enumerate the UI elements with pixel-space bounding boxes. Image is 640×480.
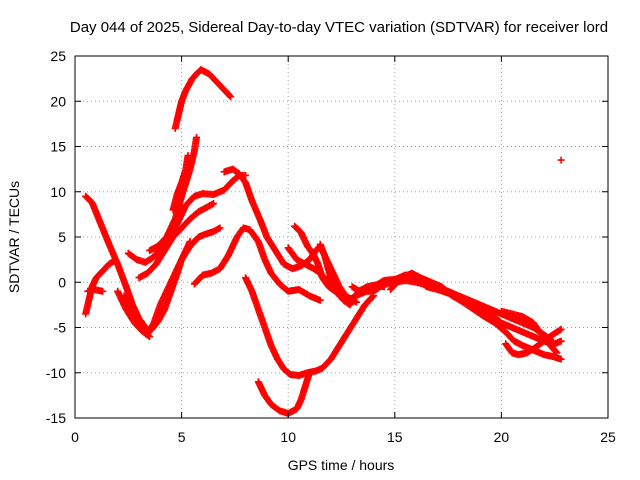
y-tick-label: 20: [50, 93, 66, 109]
data-point: [193, 133, 201, 141]
y-tick-label: 0: [58, 274, 66, 290]
series-1: [82, 192, 224, 334]
data-point: [368, 293, 376, 301]
series-8: [169, 152, 192, 214]
data-point: [186, 238, 194, 246]
data-point: [99, 287, 107, 295]
data-point: [109, 257, 117, 265]
x-tick-label: 25: [600, 429, 616, 445]
series-14: [254, 369, 314, 417]
x-tick-label: 15: [387, 429, 403, 445]
data-point: [552, 348, 560, 356]
data-point: [210, 200, 218, 208]
chart-title: Day 044 of 2025, Sidereal Day-to-day VTE…: [70, 19, 608, 36]
data-point: [347, 295, 355, 303]
data-point: [216, 224, 224, 232]
data-point: [146, 333, 154, 341]
y-tick-label: 10: [50, 184, 66, 200]
data-point: [553, 349, 561, 357]
series-11: [190, 224, 324, 304]
y-axis-label: SDTVAR / TECUs: [6, 181, 22, 293]
x-axis-label: GPS time / hours: [288, 457, 395, 473]
series-3: [84, 285, 107, 295]
series-10: [135, 200, 218, 282]
data-point: [348, 296, 356, 304]
series-22: [502, 325, 565, 359]
series-23: [557, 156, 565, 164]
data-point: [557, 325, 565, 333]
x-tick-label: 0: [71, 429, 79, 445]
y-tick-label: 15: [50, 139, 66, 155]
plot-frame: [74, 55, 609, 419]
y-tick-label: -15: [46, 410, 66, 426]
data-point: [557, 355, 565, 363]
y-tick-label: 25: [50, 48, 66, 64]
data-point: [227, 93, 235, 101]
y-tick-label: -5: [54, 320, 67, 336]
x-tick-label: 10: [280, 429, 296, 445]
series-13: [242, 274, 377, 379]
y-tick-label: -10: [46, 365, 66, 381]
data-point: [352, 298, 360, 306]
data-point: [306, 369, 314, 377]
data-point: [144, 332, 152, 340]
series-5: [114, 287, 154, 341]
x-tick-label: 5: [178, 429, 186, 445]
data-point: [557, 156, 565, 164]
axis-ticks: 0 5 10 15 20 25 -15 -10 -5 0 5 10 15 20 25: [46, 48, 616, 445]
series-9: [171, 66, 235, 132]
data-point: [226, 92, 234, 100]
data-point: [184, 152, 192, 160]
series-20: [387, 269, 565, 363]
data-marks: [82, 66, 565, 417]
y-tick-label: 5: [58, 229, 66, 245]
data-point: [316, 296, 324, 304]
series-17: [316, 240, 356, 304]
x-tick-label: 20: [494, 429, 510, 445]
grid-lines: [75, 56, 608, 418]
data-point: [557, 337, 565, 345]
